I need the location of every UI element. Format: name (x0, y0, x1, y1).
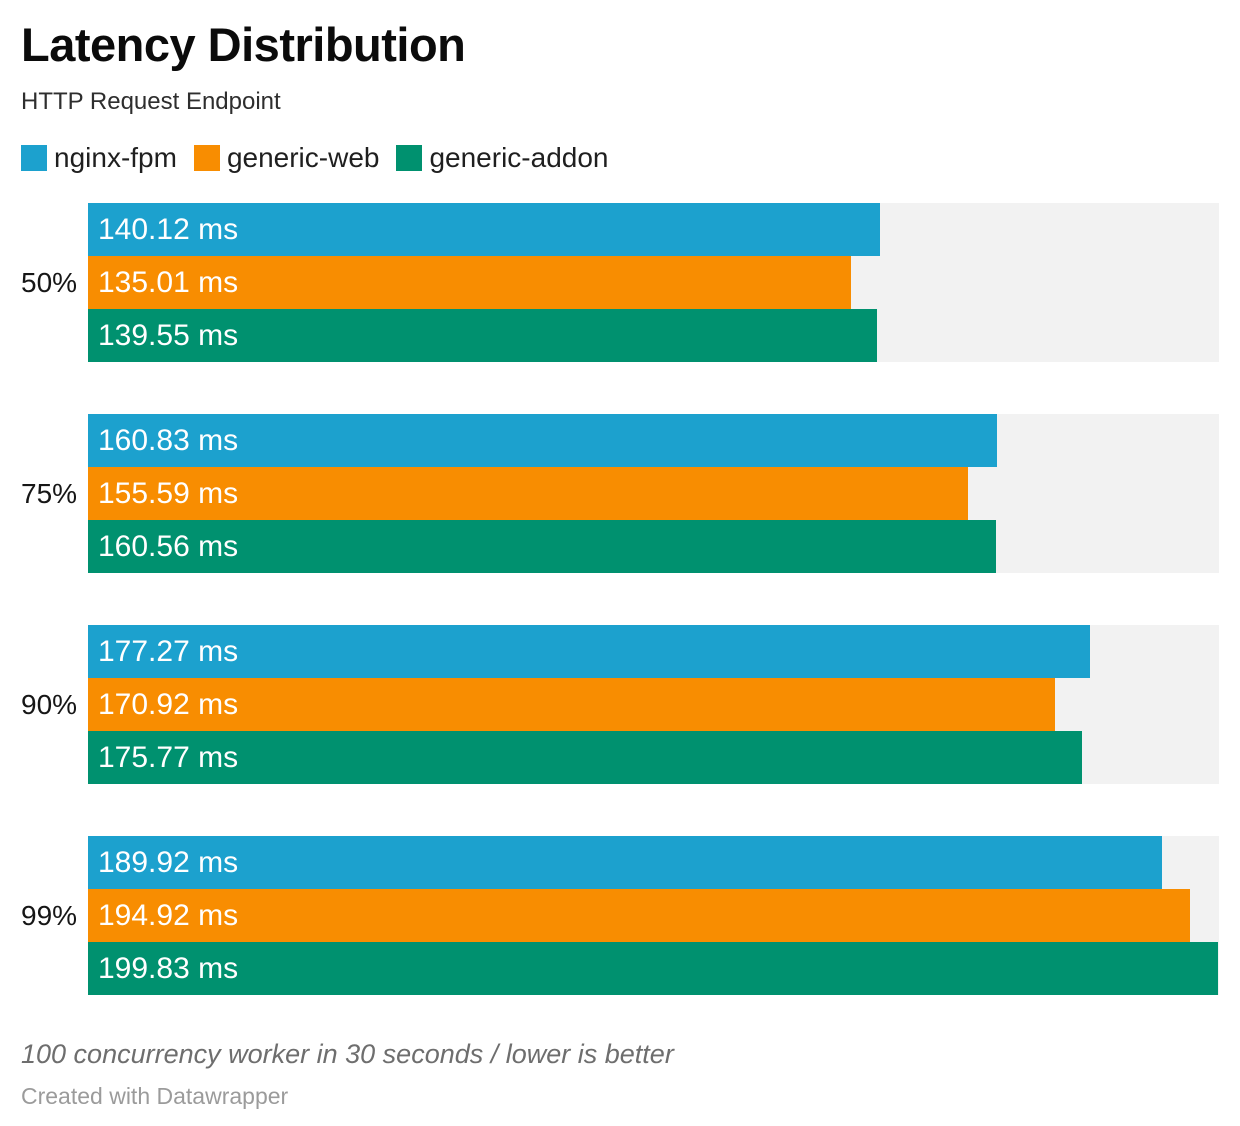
bar-row-generic-addon: 160.56 ms (88, 520, 1219, 574)
chart-notes: 100 concurrency worker in 30 seconds / l… (21, 1039, 674, 1070)
bar-generic-web-75pct: 155.59 ms (88, 467, 968, 521)
legend-label: nginx-fpm (54, 142, 177, 174)
bar-generic-addon-75pct: 160.56 ms (88, 520, 996, 574)
bar-group-75pct: 75% 160.83 ms 155.59 ms 160.56 ms (21, 414, 1219, 574)
bar-generic-addon-50pct: 139.55 ms (88, 309, 878, 363)
bar-value-label: 139.55 ms (98, 318, 239, 352)
legend-item-generic-addon: generic-addon (396, 142, 609, 174)
bar-row-generic-web: 155.59 ms (88, 467, 1219, 521)
bar-generic-web-50pct: 135.01 ms (88, 256, 852, 310)
bar-track: 189.92 ms 194.92 ms 199.83 ms (88, 836, 1219, 996)
bar-track: 140.12 ms 135.01 ms 139.55 ms (88, 203, 1219, 363)
bar-group-99pct: 99% 189.92 ms 194.92 ms 199.83 ms (21, 836, 1219, 996)
bar-value-label: 160.83 ms (98, 423, 239, 457)
bar-row-generic-web: 135.01 ms (88, 256, 1219, 310)
bar-value-label: 194.92 ms (98, 898, 239, 932)
bar-row-generic-web: 194.92 ms (88, 889, 1219, 943)
bar-group-90pct: 90% 177.27 ms 170.92 ms 175.77 ms (21, 625, 1219, 785)
bar-row-nginx-fpm: 140.12 ms (88, 203, 1219, 257)
bar-row-nginx-fpm: 160.83 ms (88, 414, 1219, 468)
legend-swatch-generic-addon (396, 145, 423, 172)
category-label: 99% (21, 899, 78, 931)
bar-value-label: 170.92 ms (98, 687, 239, 721)
bar-nginx-fpm-99pct: 189.92 ms (88, 836, 1162, 890)
bar-generic-addon-90pct: 175.77 ms (88, 731, 1082, 785)
legend-item-nginx-fpm: nginx-fpm (21, 142, 177, 174)
chart-title: Latency Distribution (21, 18, 466, 71)
bar-value-label: 135.01 ms (98, 265, 239, 299)
bar-generic-web-90pct: 170.92 ms (88, 678, 1055, 732)
bar-row-generic-addon: 199.83 ms (88, 942, 1219, 996)
bar-generic-web-99pct: 194.92 ms (88, 889, 1191, 943)
chart-subtitle: HTTP Request Endpoint (21, 88, 281, 116)
bar-value-label: 175.77 ms (98, 740, 239, 774)
legend-label: generic-addon (429, 142, 609, 174)
bar-nginx-fpm-50pct: 140.12 ms (88, 203, 881, 257)
legend-item-generic-web: generic-web (193, 142, 380, 174)
bar-row-generic-addon: 139.55 ms (88, 309, 1219, 363)
bar-value-label: 160.56 ms (98, 529, 239, 563)
bar-row-generic-addon: 175.77 ms (88, 731, 1219, 785)
bar-generic-addon-99pct: 199.83 ms (88, 942, 1219, 996)
legend: nginx-fpm generic-web generic-addon (21, 142, 1219, 174)
attribution-link[interactable]: Created with Datawrapper (21, 1083, 289, 1110)
bar-value-label: 155.59 ms (98, 476, 239, 510)
category-label: 90% (21, 688, 78, 720)
bar-nginx-fpm-90pct: 177.27 ms (88, 625, 1091, 679)
bar-track: 177.27 ms 170.92 ms 175.77 ms (88, 625, 1219, 785)
bar-row-nginx-fpm: 189.92 ms (88, 836, 1219, 890)
category-label: 75% (21, 477, 78, 509)
legend-swatch-nginx-fpm (21, 145, 47, 172)
bar-value-label: 140.12 ms (98, 212, 239, 246)
category-label: 50% (21, 266, 78, 298)
bar-track: 160.83 ms 155.59 ms 160.56 ms (88, 414, 1219, 574)
bar-group-50pct: 50% 140.12 ms 135.01 ms 139.55 ms (21, 203, 1219, 363)
bar-row-nginx-fpm: 177.27 ms (88, 625, 1219, 679)
bar-nginx-fpm-75pct: 160.83 ms (88, 414, 998, 468)
bar-row-generic-web: 170.92 ms (88, 678, 1219, 732)
plot-area: 50% 140.12 ms 135.01 ms 139.55 ms 75% 160.83 … (21, 203, 1219, 996)
bar-value-label: 199.83 ms (98, 951, 239, 985)
legend-swatch-generic-web (193, 145, 220, 172)
legend-label: generic-web (226, 142, 380, 174)
bar-value-label: 189.92 ms (98, 845, 239, 879)
bar-value-label: 177.27 ms (98, 634, 239, 668)
